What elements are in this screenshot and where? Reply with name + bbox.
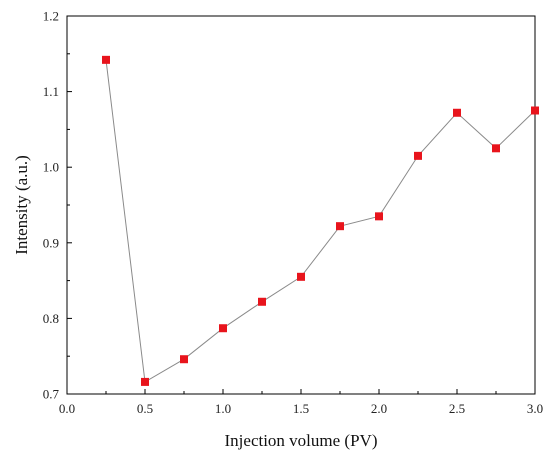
- data-point: [219, 324, 227, 333]
- y-tick-label: 0.8: [43, 311, 59, 326]
- x-axis-title: Injection volume (PV): [225, 431, 378, 450]
- y-tick-label: 0.7: [43, 387, 60, 402]
- y-axis-title: Intensity (a.u.): [12, 155, 31, 255]
- y-tick-label: 1.1: [43, 84, 59, 99]
- x-tick-label: 0.0: [59, 401, 75, 416]
- x-tick-label: 1.5: [293, 401, 309, 416]
- series-layer: [102, 55, 539, 386]
- data-point: [102, 55, 110, 64]
- data-point: [531, 106, 539, 115]
- y-tick-label: 1.0: [43, 160, 59, 175]
- x-tick-label: 0.5: [137, 401, 153, 416]
- data-point: [453, 108, 461, 117]
- x-axis-ticks: 0.0 0.5 1.0 1.5 2.0 2.5 3.0: [59, 389, 543, 416]
- x-tick-label: 3.0: [527, 401, 543, 416]
- plot-area: [66, 15, 536, 395]
- y-tick-label: 1.2: [43, 9, 59, 24]
- data-point: [414, 151, 422, 160]
- data-point: [141, 377, 149, 386]
- x-tick-label: 1.0: [215, 401, 231, 416]
- data-point: [258, 297, 266, 306]
- series-line: [105, 59, 536, 383]
- y-tick-label: 0.9: [43, 235, 59, 250]
- data-point: [180, 355, 188, 364]
- data-point: [336, 222, 344, 231]
- data-point: [492, 144, 500, 153]
- x-tick-label: 2.0: [371, 401, 387, 416]
- x-tick-label: 2.5: [449, 401, 465, 416]
- data-point: [297, 272, 305, 281]
- y-axis-ticks: 0.7 0.8 0.9 1.0 1.1 1.2: [43, 9, 72, 402]
- data-point: [375, 212, 383, 221]
